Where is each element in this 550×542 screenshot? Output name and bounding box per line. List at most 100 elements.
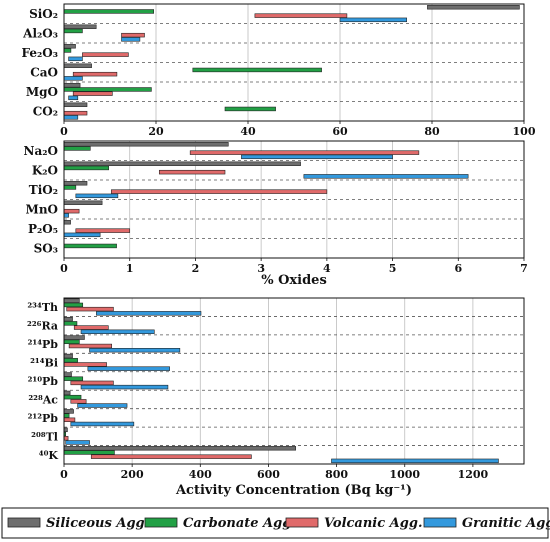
bar-3-1: [66, 306, 114, 312]
bar-1-5: [63, 372, 72, 377]
bar-4-4: [87, 366, 170, 371]
x-tick-label: 3: [257, 262, 265, 275]
legend-swatch-2: [144, 517, 178, 528]
plot-frame: [63, 3, 525, 122]
legend-label-1: Siliceous Agg.: [46, 516, 149, 531]
category-label: P₂O₅: [28, 222, 58, 236]
bar-2-4: [192, 67, 322, 73]
bar-3-6: [70, 399, 87, 404]
category-label: MgO: [26, 85, 58, 99]
bar-1-6: [63, 390, 71, 396]
bar-3-5: [72, 91, 113, 96]
bar-4-5: [63, 232, 101, 238]
x-tick-label: 5: [389, 262, 397, 275]
bar-4-2: [303, 174, 469, 179]
x-axis-title: % Oxides: [261, 273, 327, 288]
bar-2-3: [63, 339, 80, 345]
category-label: ²¹⁰Pb: [28, 375, 59, 388]
bar-3-3: [111, 189, 328, 194]
bar-4-6: [63, 115, 79, 120]
bar-4-1: [96, 311, 202, 316]
bar-2-2: [63, 165, 109, 171]
bar-3-2: [73, 325, 109, 330]
bar-1-2: [63, 161, 301, 166]
category-label: Al₂O₃: [22, 26, 58, 40]
bar-1-9: [63, 446, 297, 451]
category-label: CaO: [30, 65, 58, 79]
bar-1-3: [63, 181, 88, 186]
bar-3-1: [254, 13, 348, 18]
category-label: MnO: [26, 202, 58, 216]
x-tick-label: 0: [60, 468, 68, 481]
bar-4-6: [77, 403, 128, 408]
bar-4-1: [339, 17, 407, 23]
bar-1-1: [63, 142, 229, 147]
x-tick-label: 200: [121, 468, 144, 481]
x-tick-label: 2: [192, 262, 200, 275]
bar-1-4: [63, 63, 92, 68]
category-label: CO₂: [33, 104, 58, 118]
bar-1-3: [63, 335, 85, 340]
bar-4-7: [70, 421, 135, 427]
x-tick-label: 600: [257, 468, 280, 481]
chart-panel-3: ²³⁴Th ²²⁶Ra ²¹⁴Pb ²¹⁴Bi ²¹⁰Pb ²²⁸Ac ²¹²Pb ²⁰⁸Tl…: [27, 297, 525, 498]
bar-1-5: [63, 220, 71, 225]
bar-2-5: [63, 87, 152, 92]
bar-2-4: [63, 358, 78, 363]
bar-1-1: [427, 5, 520, 10]
bar-1-6: [63, 102, 88, 107]
category-label: Na₂O: [24, 144, 58, 158]
category-label: ²²⁶Ra: [27, 320, 58, 333]
bar-3-2: [121, 32, 145, 38]
bar-1-2: [63, 316, 73, 322]
bar-4-8: [65, 440, 90, 445]
plot-frame: [63, 140, 525, 259]
x-tick-label: 0: [60, 262, 68, 275]
x-tick-label: 0: [60, 125, 68, 138]
x-tick-label: 60: [332, 125, 348, 138]
category-label: ²³⁴Th: [27, 301, 58, 314]
bar-3-4: [72, 71, 118, 77]
bar-2-5: [63, 376, 84, 381]
legend-box: [1, 507, 549, 539]
bar-4-9: [331, 458, 499, 464]
bar-3-2: [158, 169, 226, 175]
bar-3-1: [189, 150, 420, 155]
x-tick-label: 100: [513, 125, 536, 138]
bar-4-3: [89, 348, 181, 353]
x-tick-label: 1: [126, 262, 134, 275]
bar-1-4: [63, 353, 73, 359]
bar-4-4: [63, 76, 83, 81]
bar-3-3: [82, 52, 129, 57]
bar-4-3: [68, 56, 83, 62]
x-tick-label: 800: [325, 468, 348, 481]
category-label: ²¹⁴Pb: [28, 338, 59, 351]
bar-3-9: [90, 454, 252, 459]
x-tick-label: 7: [520, 262, 528, 275]
bar-4-3: [75, 193, 119, 199]
x-tick-label: 80: [424, 125, 440, 138]
x-tick-label: 400: [189, 468, 212, 481]
bar-2-2: [63, 28, 83, 34]
legend-swatch-4: [423, 517, 457, 528]
bar-4-5: [68, 95, 79, 101]
x-tick-label: 20: [148, 125, 164, 138]
bar-1-5: [63, 83, 81, 88]
x-tick-label: 1000: [389, 468, 420, 481]
bar-3-6: [63, 110, 88, 116]
legend-label-4: Granitic Agg.: [462, 516, 550, 531]
category-label: ²⁰⁸Tl: [31, 430, 58, 443]
bar-2-3: [63, 48, 72, 53]
category-label: ²²⁸Ac: [28, 393, 58, 406]
bar-3-8: [63, 436, 69, 441]
category-label: ⁴⁰K: [39, 449, 59, 462]
bar-2-7: [63, 413, 70, 418]
bar-1-3: [63, 44, 76, 49]
bar-1-8: [63, 427, 68, 433]
category-label: SO₃: [34, 241, 58, 255]
plot-frame: [63, 297, 525, 465]
bar-4-2: [121, 37, 141, 42]
